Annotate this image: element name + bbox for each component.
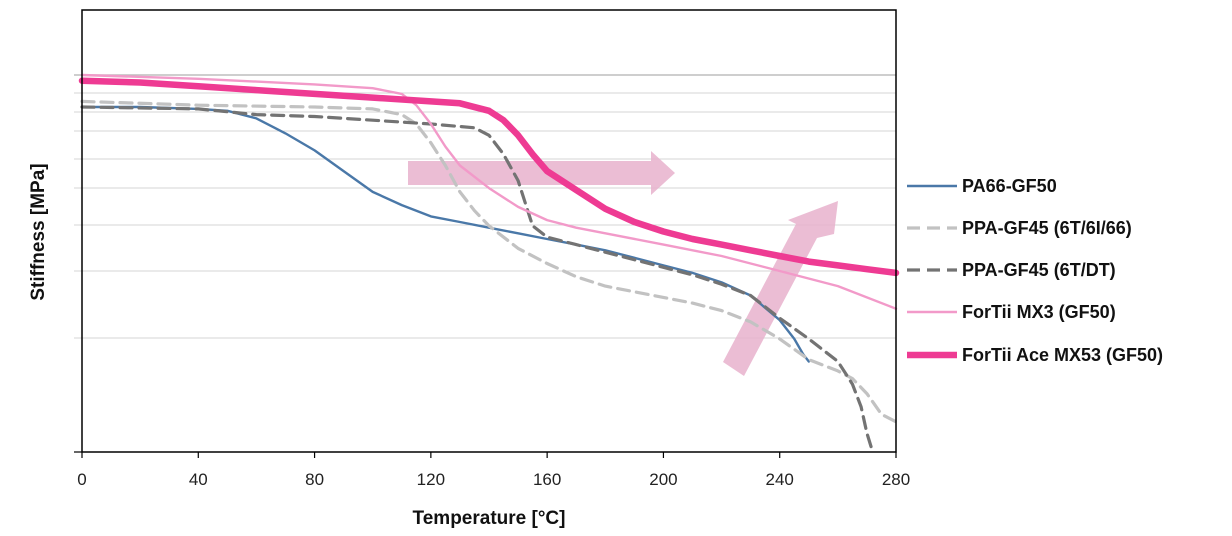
legend-label: PPA-GF45 (6T/6I/66) [962,218,1132,238]
series-line-3 [80,105,875,454]
x-tick-label: 240 [766,470,794,489]
trend-arrow-up-right [723,201,838,376]
series-line-4 [80,73,898,310]
legend-label: PPA-GF45 (6T/DT) [962,260,1116,280]
series-line-2 [80,99,898,424]
gridlines [74,74,896,453]
x-tick-label: 200 [649,470,677,489]
legend-label: PA66-GF50 [962,176,1057,196]
plot-area-frame [81,9,897,453]
x-axis-title: Temperature [°C] [413,508,566,529]
trend-arrow-right [408,151,675,195]
x-tick-label: 80 [305,470,324,489]
x-tick-label: 160 [533,470,561,489]
y-axis-title: Stiffness [MPa] [28,163,49,300]
x-tick-label: 40 [189,470,208,489]
legend-label: ForTii Ace MX53 (GF50) [962,345,1163,365]
x-tick-label: 280 [882,470,910,489]
x-tick-label: 120 [417,470,445,489]
legend: PA66-GF50 PPA-GF45 (6T/6I/66) PPA-GF45 (6T… [907,176,1163,365]
x-tick-label: 0 [77,470,86,489]
trend-arrows [408,151,838,376]
series-line-1 [80,105,810,363]
series-lines [78,73,900,454]
legend-label: ForTii MX3 (GF50) [962,302,1116,322]
x-axis-ticks: 0 40 80 120 160 200 240 280 [77,452,910,489]
series-line-5 [78,77,900,277]
